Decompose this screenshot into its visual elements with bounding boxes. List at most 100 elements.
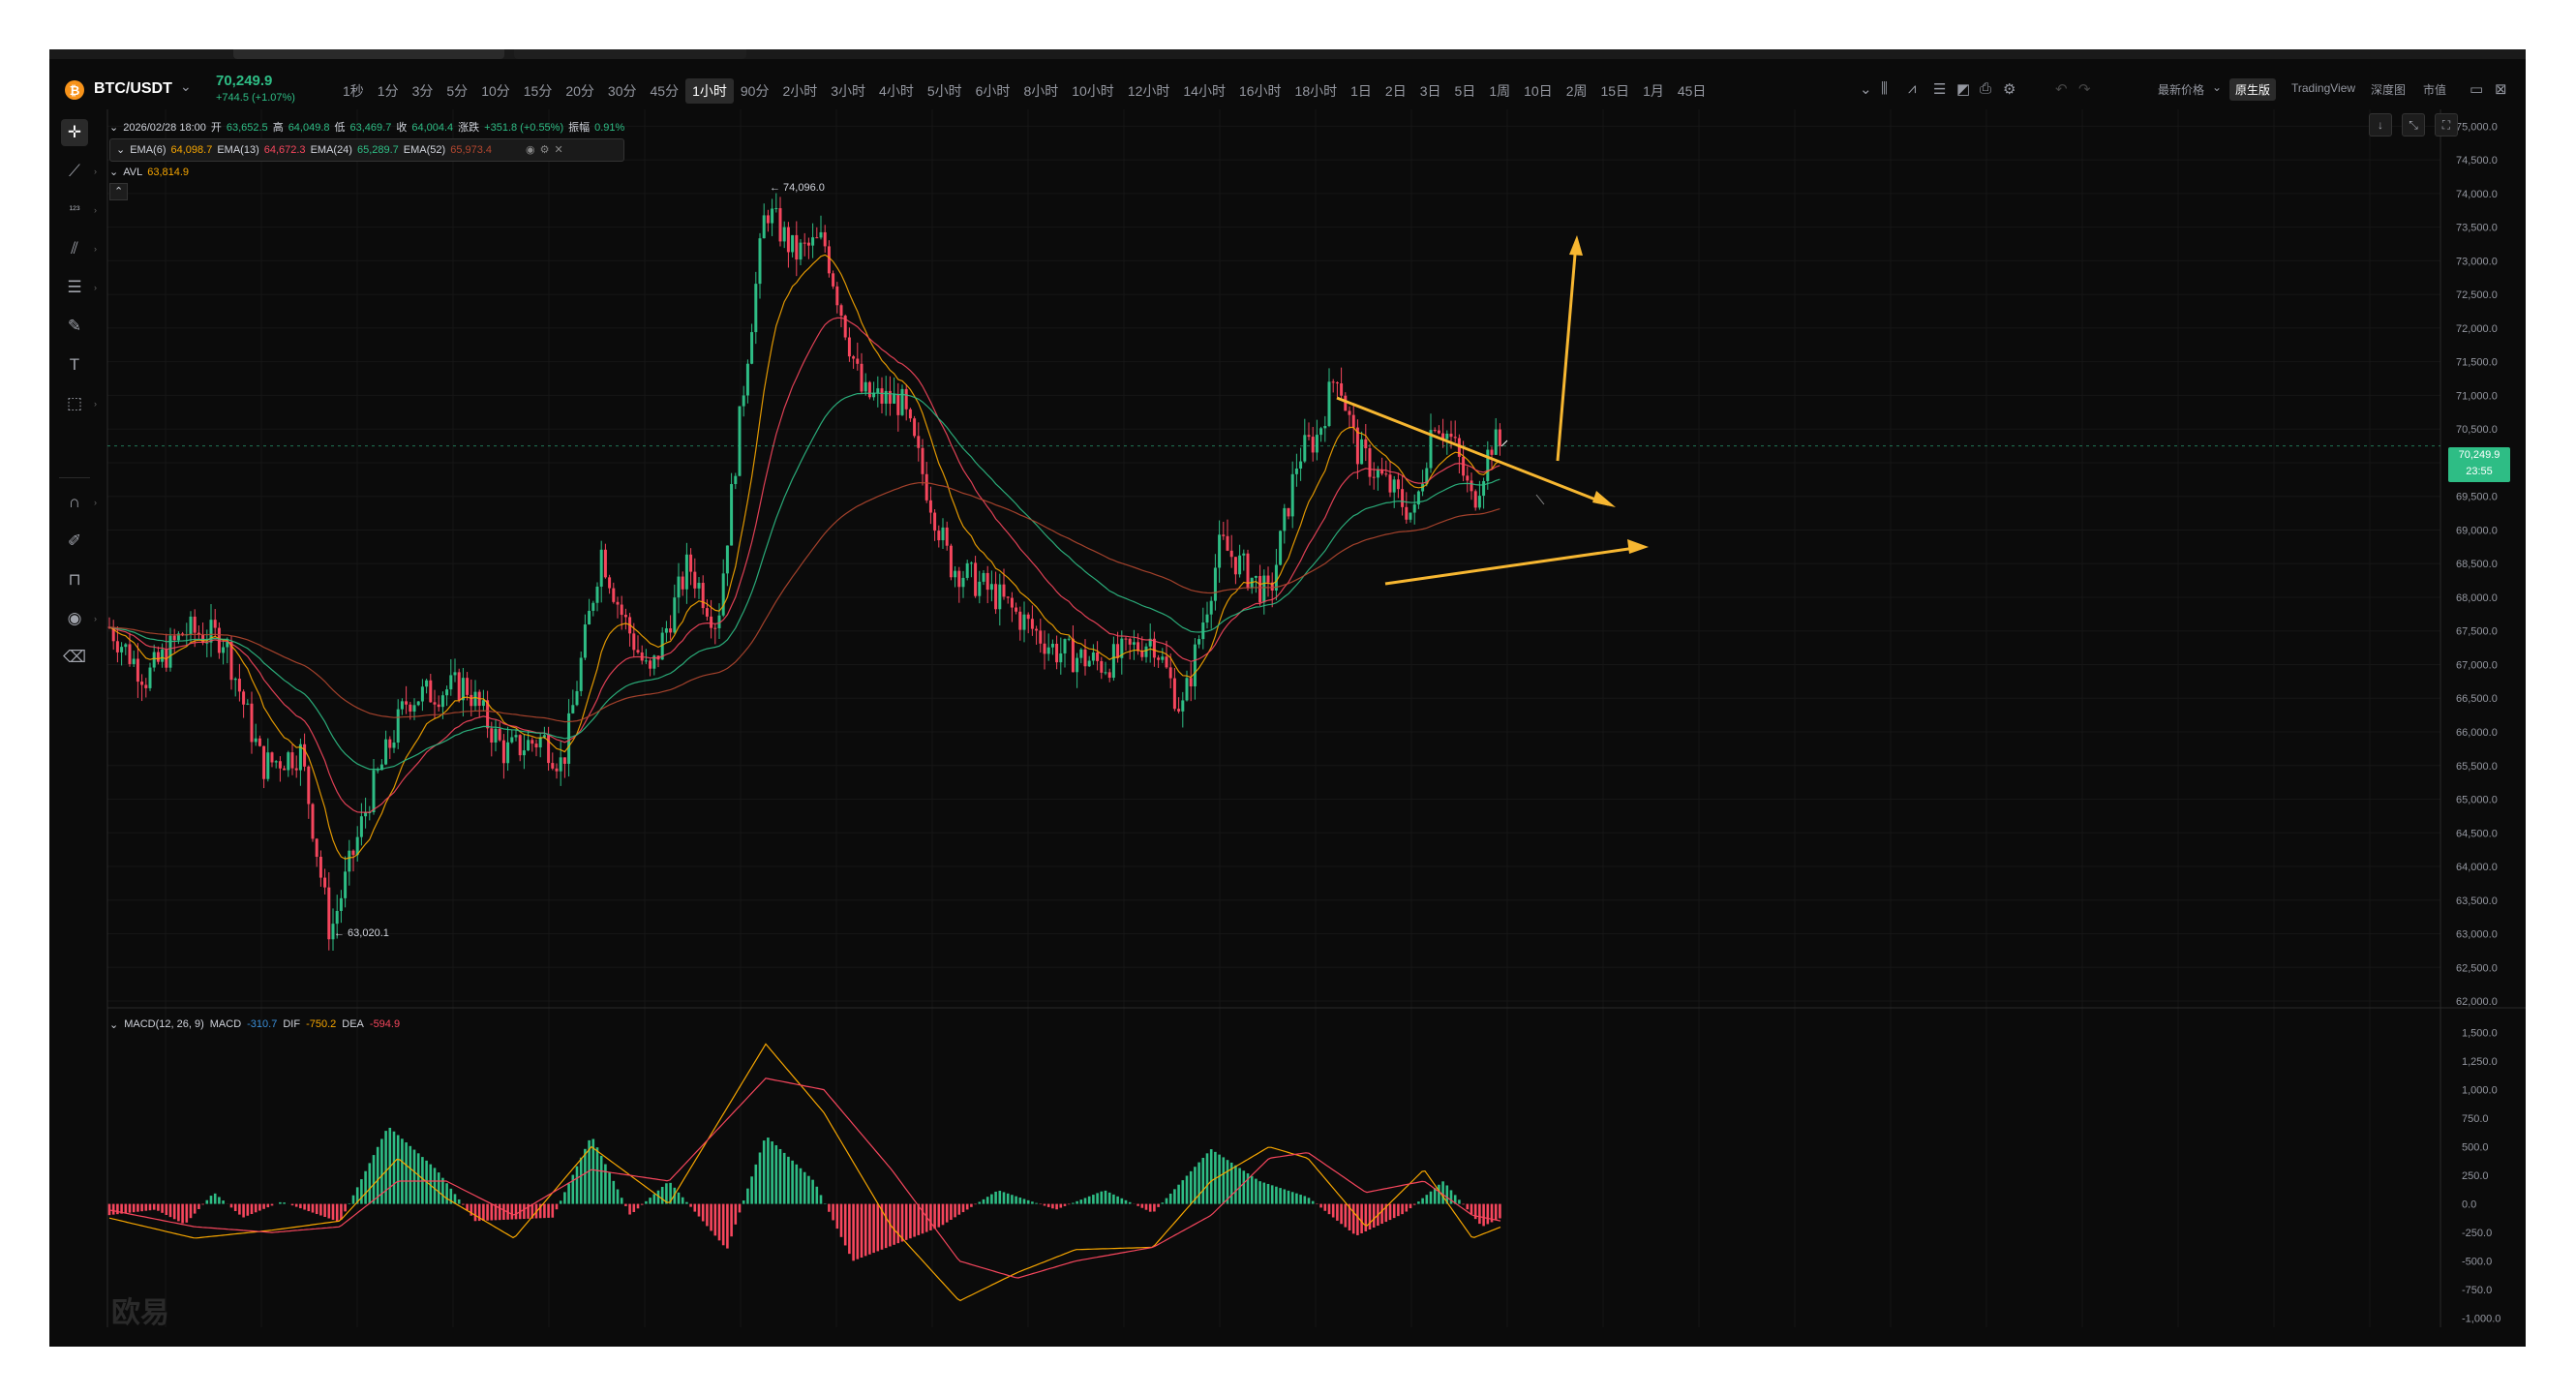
macd-hist-bar: [660, 1186, 664, 1204]
macd-hist-bar: [1140, 1203, 1144, 1208]
eye-icon[interactable]: ◉ ›: [67, 609, 97, 627]
interval-16[interactable]: 8小时: [1023, 83, 1059, 99]
price-axis-label: 73,500.0: [2456, 223, 2498, 234]
interval-5[interactable]: 15分: [523, 83, 553, 99]
interval-1[interactable]: 1分: [377, 83, 399, 99]
candle-body: [205, 642, 209, 644]
price-source-select[interactable]: 最新价格: [2158, 83, 2205, 97]
candle-body: [384, 739, 388, 765]
chevron-down-icon[interactable]: ⌄: [116, 144, 126, 156]
macd-hist-bar: [726, 1203, 729, 1249]
expand-icon[interactable]: ⛶: [2435, 113, 2458, 137]
trendline-icon[interactable]: ⟋ ›: [69, 162, 97, 180]
avl-row: ⌄ AVL 63,814.9: [109, 162, 624, 183]
interval-24[interactable]: 3日: [1419, 83, 1441, 99]
interval-8[interactable]: 45分: [650, 83, 680, 99]
candle-body: [294, 768, 298, 771]
lock-icon[interactable]: ⊓: [68, 570, 81, 589]
browser-tab[interactable]: [514, 49, 746, 59]
redo-icon[interactable]: ↷: [2078, 81, 2091, 98]
interval-25[interactable]: 5日: [1454, 83, 1476, 99]
chevron-down-icon[interactable]: ⌄: [109, 167, 119, 178]
draw-icon[interactable]: ◩: [1956, 81, 1971, 98]
interval-22[interactable]: 1日: [1350, 83, 1372, 99]
pair-selector[interactable]: BTC/USDT: [94, 80, 172, 97]
interval-27[interactable]: 10日: [1524, 83, 1553, 99]
eye-icon[interactable]: ◉: [526, 144, 535, 156]
settings-list-icon[interactable]: ☰: [1933, 81, 1947, 98]
candle-body: [595, 586, 599, 603]
interval-20[interactable]: 16小时: [1238, 83, 1282, 99]
view-depth[interactable]: 深度图: [2371, 83, 2407, 97]
view-native[interactable]: 原生版: [2229, 78, 2277, 101]
chevron-down-icon[interactable]: ⌄: [109, 122, 119, 134]
macd-hist-bar: [584, 1148, 587, 1204]
close-icon[interactable]: ✕: [554, 144, 563, 156]
chevron-down-icon[interactable]: ⌄: [2212, 80, 2223, 94]
interval-9[interactable]: 1小时: [685, 78, 734, 104]
interval-7[interactable]: 30分: [607, 83, 637, 99]
candle-body: [111, 626, 115, 642]
text-icon[interactable]: T: [69, 355, 80, 374]
interval-18[interactable]: 12小时: [1127, 83, 1170, 99]
trash-icon[interactable]: ⌫: [62, 648, 87, 666]
interval-29[interactable]: 15日: [1600, 83, 1630, 99]
fullscreen-icon[interactable]: ▭: [2470, 81, 2484, 98]
interval-12[interactable]: 3小时: [831, 83, 866, 99]
interval-10[interactable]: 90分: [740, 83, 770, 99]
interval-0[interactable]: 1秒: [343, 83, 364, 99]
candle-body: [1274, 564, 1278, 592]
macd-hist-bar: [1006, 1193, 1010, 1204]
candle-type-icon[interactable]: ⫼: [1881, 80, 1888, 97]
chevron-up-icon[interactable]: ⌃: [109, 183, 129, 200]
chevron-down-icon[interactable]: ⌄: [180, 78, 192, 94]
download-icon[interactable]: ↓: [2369, 113, 2392, 137]
collapse-legend[interactable]: ⌃: [109, 183, 624, 200]
fib-tool-icon[interactable]: ¹²³ ›: [69, 204, 98, 216]
pencil-icon[interactable]: ✐: [67, 531, 82, 550]
collapse-icon[interactable]: ⤡: [2402, 113, 2425, 137]
indicators-icon[interactable]: ⩘: [1908, 80, 1917, 97]
view-tradingview[interactable]: TradingView: [2291, 81, 2356, 95]
chart-canvas[interactable]: 75,000.0 74,500.0 74,000.0 73,500.0 73,000.0…: [49, 49, 2526, 1347]
gear-icon[interactable]: ⚙: [539, 144, 550, 156]
magnet-icon[interactable]: ∩ ›: [68, 493, 97, 511]
macd-hist-bar: [177, 1203, 180, 1222]
candle-body: [551, 763, 555, 769]
gear-icon[interactable]: ⚙: [2003, 81, 2016, 98]
interval-6[interactable]: 20分: [565, 83, 594, 99]
interval-26[interactable]: 1周: [1489, 83, 1511, 99]
screenshot-icon[interactable]: ⎙: [1980, 80, 1992, 97]
interval-14[interactable]: 5小时: [926, 83, 962, 99]
view-marketcap[interactable]: 市值: [2423, 83, 2447, 97]
interval-19[interactable]: 14小时: [1183, 83, 1226, 99]
interval-15[interactable]: 6小时: [975, 83, 1011, 99]
macd-hist-bar: [1494, 1203, 1498, 1221]
interval-28[interactable]: 2周: [1565, 83, 1588, 99]
channel-icon[interactable]: ☰ ›: [67, 278, 97, 296]
interval-2[interactable]: 3分: [411, 83, 434, 99]
interval-4[interactable]: 10分: [481, 83, 510, 99]
ema-row[interactable]: ⌄ EMA(6) 64,098.7 EMA(13) 64,672.3 EMA(24)…: [109, 138, 625, 162]
chevron-down-icon[interactable]: ⌄: [109, 1019, 119, 1031]
interval-13[interactable]: 4小时: [879, 83, 914, 99]
interval-dropdown-icon[interactable]: ⌄: [1860, 81, 1872, 98]
interval-17[interactable]: 10小时: [1072, 83, 1114, 99]
interval-23[interactable]: 2日: [1384, 83, 1407, 99]
shape-icon[interactable]: ⬚ ›: [66, 394, 97, 412]
cursor-stroke: [1535, 494, 1545, 505]
interval-31[interactable]: 45日: [1677, 83, 1707, 99]
close-window-icon[interactable]: ⊠: [2495, 81, 2507, 98]
crosshair-icon[interactable]: ✛: [61, 119, 88, 146]
interval-3[interactable]: 5分: [446, 83, 469, 99]
macd-hist-bar: [152, 1203, 156, 1210]
interval-11[interactable]: 2小时: [782, 83, 818, 99]
macd-hist-bar: [1372, 1203, 1376, 1229]
candle-body: [1059, 652, 1063, 663]
browser-tab[interactable]: [233, 49, 504, 59]
interval-21[interactable]: 18小时: [1294, 83, 1338, 99]
ruler-icon[interactable]: ✎: [67, 317, 82, 335]
pattern-icon[interactable]: ⫽ ›: [71, 239, 97, 258]
undo-icon[interactable]: ↶: [2055, 81, 2068, 98]
interval-30[interactable]: 1月: [1643, 83, 1664, 99]
